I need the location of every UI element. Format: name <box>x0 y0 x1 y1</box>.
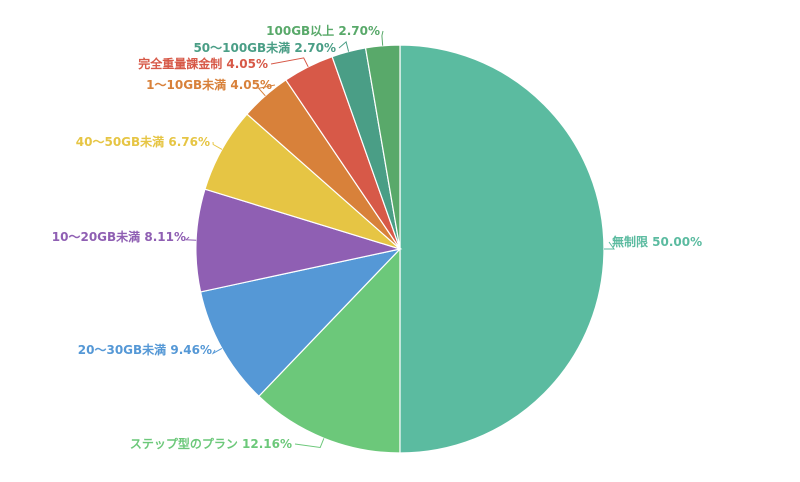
leader-line-6 <box>270 57 309 68</box>
slice-label-8: 100GB以上 2.70% <box>266 23 380 38</box>
slice-label-3: 10〜20GB未満 8.11% <box>52 229 186 244</box>
pie-slice-1 <box>257 247 401 454</box>
pie-slice-8 <box>364 44 401 250</box>
pie-slice-2 <box>199 248 402 398</box>
leader-lines <box>185 30 615 449</box>
slice-label-6: 完全重量課金制 4.05% <box>138 56 268 71</box>
pie-slices <box>195 44 605 454</box>
leader-line-3 <box>185 236 197 241</box>
leader-line-7 <box>338 40 350 52</box>
leader-line-1 <box>294 438 325 449</box>
slice-label-4: 40〜50GB未満 6.76% <box>76 134 210 149</box>
leader-line-5 <box>257 84 276 97</box>
leader-line-0 <box>604 241 615 250</box>
slice-label-1: ステップ型のプラン 12.16% <box>130 436 292 451</box>
pie-slice-0 <box>399 44 605 454</box>
leader-line-2 <box>211 347 223 355</box>
slice-label-7: 50〜100GB未満 2.70% <box>193 40 336 55</box>
pie-slice-3 <box>195 188 403 293</box>
leader-line-8 <box>381 30 384 46</box>
slice-label-2: 20〜30GB未満 9.46% <box>78 342 212 357</box>
leader-line-4 <box>212 141 223 150</box>
slice-label-0: 無制限 50.00% <box>612 234 702 249</box>
slice-label-5: 1〜10GB未満 4.05% <box>146 77 272 92</box>
slice-labels: 無制限 50.00% ステップ型のプラン 12.16% 20〜30GB未満 9.46… <box>52 23 702 451</box>
